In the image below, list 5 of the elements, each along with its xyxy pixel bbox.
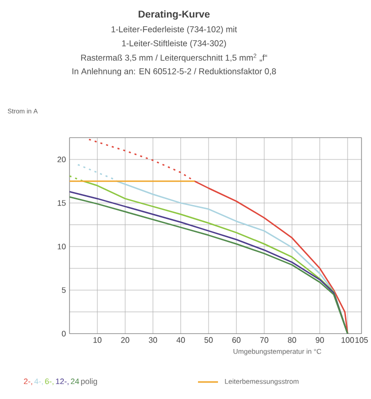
text: Rastermaß 3,5 mm / Leiterquerschnitt 1,5 mm$^{2}$ „f“: [81, 54, 267, 62]
chart-title: Derating-Kurve: [138, 10, 210, 20]
text: In Anlehnung an: EN 60512-5-2 / Reduktionsfaktor 0,8: [72, 68, 276, 76]
chart-subtitle: 1-Leiter-Federleiste (734-102) mit: [111, 26, 237, 34]
text: 1-Leiter-Stiftleiste (734-302): [122, 40, 226, 48]
